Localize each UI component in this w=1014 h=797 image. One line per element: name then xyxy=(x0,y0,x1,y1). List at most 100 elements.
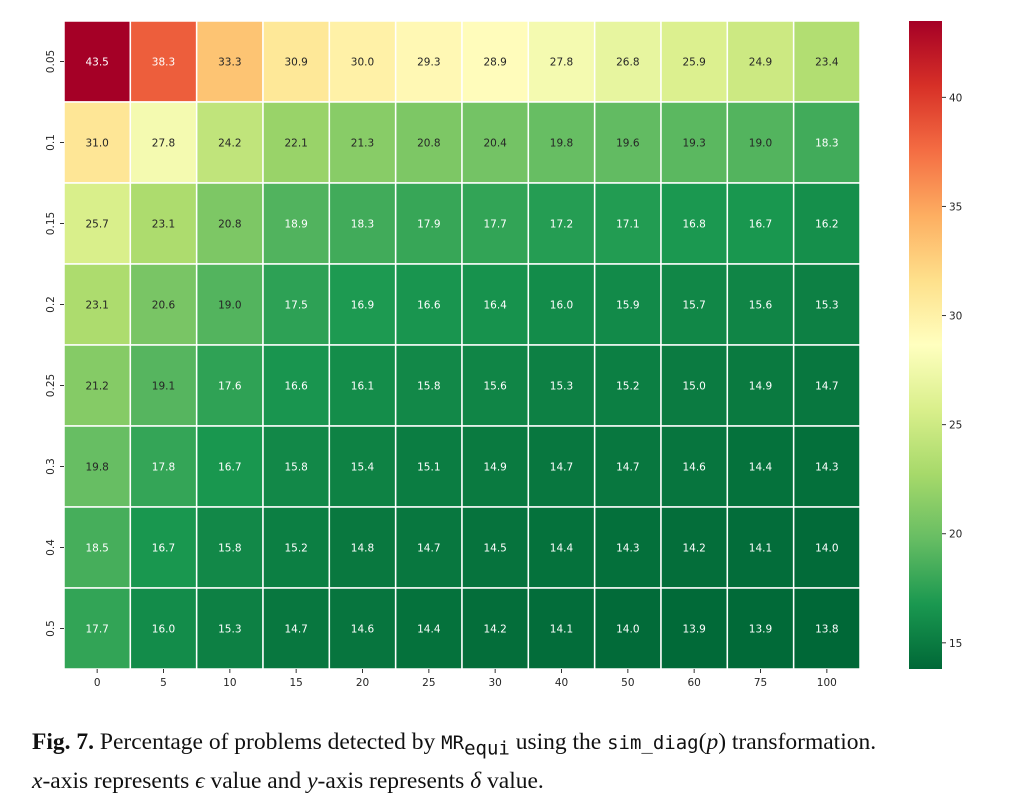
heatmap-cell xyxy=(328,101,397,184)
cell-value-label: 16.9 xyxy=(351,300,374,312)
cell-value-label: 14.7 xyxy=(550,462,573,474)
heatmap-cell xyxy=(660,506,729,589)
caption-arg-close: ) xyxy=(718,729,727,755)
heatmap-cell xyxy=(461,425,530,508)
cell-value-label: 14.0 xyxy=(815,543,838,555)
cell-value-label: 33.3 xyxy=(218,57,241,69)
heatmap-cell xyxy=(195,587,264,670)
cell-value-label: 19.3 xyxy=(682,138,705,150)
cell-value-label: 14.7 xyxy=(616,462,639,474)
cell-value-label: 14.2 xyxy=(483,624,506,636)
cell-value-label: 20.4 xyxy=(483,138,507,150)
heatmap-cell xyxy=(63,20,132,103)
cell-value-label: 16.0 xyxy=(152,624,175,636)
x-tick-label: 75 xyxy=(754,677,767,689)
cell-value-label: 23.1 xyxy=(85,300,108,312)
caption-arg-open: ( xyxy=(698,729,707,755)
heatmap-cell xyxy=(63,263,132,346)
cell-value-label: 15.3 xyxy=(218,624,241,636)
x-tick-label: 50 xyxy=(621,677,634,689)
caption-text-6: -axis represents xyxy=(317,767,465,794)
y-tick-label: 0.25 xyxy=(45,374,57,397)
cell-value-label: 14.1 xyxy=(550,624,573,636)
heatmap-cell xyxy=(63,506,132,589)
cell-value-label: 16.7 xyxy=(749,219,772,231)
heatmap-cell xyxy=(394,263,463,346)
heatmap-cell xyxy=(527,101,596,184)
colorbar-tick-label: 20 xyxy=(949,529,962,541)
caption-transform: sim_diag xyxy=(607,732,699,754)
cell-value-label: 15.3 xyxy=(550,381,573,393)
cell-value-label: 19.1 xyxy=(152,381,175,393)
cell-value-label: 16.7 xyxy=(218,462,241,474)
cell-value-label: 20.6 xyxy=(152,300,176,312)
cell-value-label: 17.1 xyxy=(616,219,639,231)
heatmap-cell xyxy=(726,587,795,670)
colorbar-tick-label: 25 xyxy=(949,420,962,432)
heatmap-cell xyxy=(63,587,132,670)
x-tick-label: 5 xyxy=(160,677,167,689)
heatmap-cell xyxy=(63,344,132,427)
colorbar-tick-label: 30 xyxy=(949,311,962,323)
heatmap-cell xyxy=(129,344,198,427)
colorbar-tick-label: 35 xyxy=(949,201,962,213)
cell-value-label: 18.5 xyxy=(85,543,108,555)
cell-value-label: 15.4 xyxy=(351,462,375,474)
cell-value-label: 14.4 xyxy=(417,624,441,636)
heatmap-cell xyxy=(726,101,795,184)
heatmap-cell xyxy=(726,263,795,346)
cell-value-label: 27.8 xyxy=(550,57,573,69)
heatmap-cell xyxy=(461,182,530,265)
cell-value-label: 24.9 xyxy=(749,57,772,69)
cell-value-label: 21.2 xyxy=(85,381,108,393)
cell-value-label: 13.9 xyxy=(749,624,772,636)
cell-value-label: 14.7 xyxy=(284,624,307,636)
cell-value-label: 15.2 xyxy=(616,381,639,393)
y-axis: 0.05 0.1 0.15 0.2 0.25 0.3 0.4 0.5 xyxy=(45,50,64,637)
heatmap-cells: 43.5 38.3 33.3 30.9 30.0 29.3 28.9 27.8 26.8 25.9… xyxy=(63,20,861,670)
heatmap-cell xyxy=(394,344,463,427)
heatmap-cell xyxy=(328,506,397,589)
caption-delta: δ xyxy=(470,767,482,794)
heatmap-cell xyxy=(726,344,795,427)
cell-value-label: 16.1 xyxy=(351,381,374,393)
heatmap-cell xyxy=(792,425,861,508)
cell-value-label: 17.2 xyxy=(550,219,573,231)
heatmap-cell xyxy=(461,101,530,184)
heatmap-cell xyxy=(195,506,264,589)
cell-value-label: 27.8 xyxy=(152,138,175,150)
cell-value-label: 14.5 xyxy=(483,543,506,555)
heatmap-cell xyxy=(129,20,198,103)
cell-value-label: 14.3 xyxy=(815,462,838,474)
caption-x-var: x xyxy=(32,767,43,794)
cell-value-label: 14.6 xyxy=(682,462,706,474)
y-tick-label: 0.15 xyxy=(45,212,57,235)
cell-value-label: 14.2 xyxy=(682,543,705,555)
x-tick-label: 100 xyxy=(817,677,837,689)
x-tick-label: 25 xyxy=(422,677,435,689)
cell-value-label: 16.6 xyxy=(284,381,308,393)
x-tick-label: 10 xyxy=(223,677,236,689)
cell-value-label: 17.8 xyxy=(152,462,175,474)
caption-text-7: value. xyxy=(487,767,544,794)
cell-value-label: 19.0 xyxy=(749,138,772,150)
heatmap-cell xyxy=(262,587,331,670)
cell-value-label: 17.9 xyxy=(417,219,440,231)
cell-value-label: 22.1 xyxy=(284,138,307,150)
cell-value-label: 20.8 xyxy=(218,219,241,231)
cell-value-label: 17.7 xyxy=(85,624,108,636)
colorbar-gradient xyxy=(909,21,942,669)
caption-text-2: using the xyxy=(515,729,602,755)
cell-value-label: 15.6 xyxy=(483,381,507,393)
caption-mr: MR xyxy=(441,732,465,754)
caption-eps: ϵ xyxy=(195,767,205,794)
cell-value-label: 15.3 xyxy=(815,300,838,312)
y-tick-label: 0.2 xyxy=(45,296,57,313)
heatmap-cell xyxy=(394,506,463,589)
heatmap-cell xyxy=(792,101,861,184)
cell-value-label: 17.6 xyxy=(218,381,242,393)
heatmap-cell xyxy=(593,425,662,508)
cell-value-label: 15.8 xyxy=(218,543,241,555)
heatmap-cell xyxy=(792,20,861,103)
caption-label: Fig. 7. xyxy=(32,729,95,755)
